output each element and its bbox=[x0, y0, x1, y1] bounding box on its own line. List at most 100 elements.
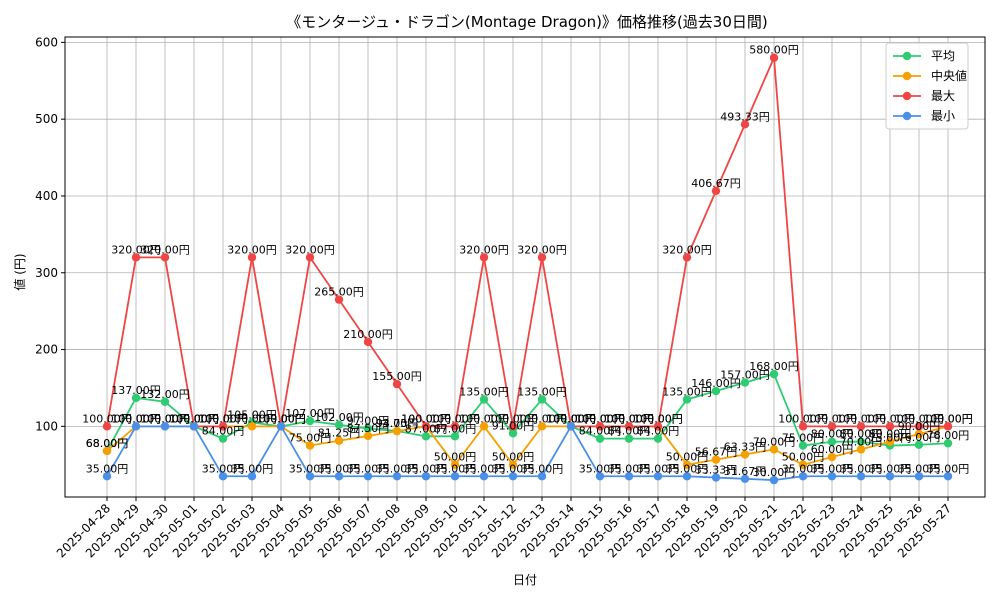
data-point bbox=[624, 434, 634, 443]
data-label: 35.00円 bbox=[231, 462, 274, 475]
data-label: 102.00円 bbox=[314, 411, 364, 424]
data-point bbox=[653, 422, 663, 431]
y-tick-label: 500 bbox=[35, 112, 58, 126]
legend-marker bbox=[902, 71, 912, 81]
data-label: 100.00円 bbox=[546, 412, 596, 425]
data-point bbox=[508, 472, 518, 481]
data-label: 105.00円 bbox=[227, 409, 277, 422]
data-label: 80.00円 bbox=[811, 428, 854, 441]
data-label: 80.00円 bbox=[840, 428, 883, 441]
data-point bbox=[711, 386, 721, 396]
data-point bbox=[537, 253, 547, 262]
data-label: 100.00円 bbox=[256, 412, 306, 425]
data-label: 100.00円 bbox=[633, 412, 683, 425]
data-label: 146.00円 bbox=[691, 377, 741, 390]
data-point bbox=[595, 422, 605, 431]
legend-label: 平均 bbox=[931, 49, 955, 63]
data-point bbox=[856, 422, 866, 431]
data-label: 35.00円 bbox=[579, 462, 622, 475]
data-point bbox=[334, 472, 344, 481]
data-label: 100.00円 bbox=[82, 412, 132, 425]
x-axis-label: 日付 bbox=[513, 573, 537, 587]
data-point bbox=[450, 460, 460, 469]
data-label: 35.00円 bbox=[492, 462, 535, 475]
data-label: 84.00円 bbox=[608, 425, 651, 438]
data-point bbox=[653, 472, 663, 481]
data-label: 80.00円 bbox=[869, 428, 912, 441]
data-point bbox=[479, 472, 489, 481]
data-point bbox=[508, 460, 518, 469]
data-label: 100.00円 bbox=[198, 412, 248, 425]
data-label: 35.00円 bbox=[666, 462, 709, 475]
data-label: 100.00円 bbox=[807, 412, 857, 425]
data-point bbox=[798, 422, 808, 431]
data-label: 30.00円 bbox=[753, 466, 796, 479]
data-point bbox=[160, 397, 170, 406]
data-point bbox=[247, 253, 257, 262]
data-point bbox=[131, 422, 141, 431]
data-label: 155.00円 bbox=[372, 370, 422, 383]
data-point bbox=[218, 434, 228, 443]
data-label: 76.00円 bbox=[898, 431, 941, 444]
data-label: 100.00円 bbox=[575, 412, 625, 425]
data-label: 35.00円 bbox=[347, 462, 390, 475]
data-label: 78.00円 bbox=[927, 429, 970, 442]
data-label: 50.00円 bbox=[666, 451, 709, 464]
data-label: 50.00円 bbox=[782, 451, 825, 464]
data-label: 81.25円 bbox=[318, 427, 361, 440]
legend-frame bbox=[885, 42, 969, 130]
data-label: 100.00円 bbox=[256, 412, 306, 425]
data-label: 100.00円 bbox=[169, 412, 219, 425]
data-point bbox=[218, 422, 228, 431]
legend-marker bbox=[902, 91, 912, 101]
data-label: 100.00円 bbox=[140, 412, 190, 425]
data-label: 100.00円 bbox=[140, 412, 190, 425]
data-label: 157.00円 bbox=[720, 369, 770, 382]
y-axis-label: 値 (円) bbox=[12, 253, 27, 290]
data-point bbox=[682, 472, 692, 481]
data-label: 75.00円 bbox=[289, 432, 332, 445]
data-label: 100.00円 bbox=[923, 412, 973, 425]
data-label: 320.00円 bbox=[662, 243, 712, 256]
data-point bbox=[798, 472, 808, 481]
data-label: 100.00円 bbox=[546, 412, 596, 425]
data-point bbox=[711, 455, 721, 464]
data-point bbox=[624, 472, 634, 481]
data-label: 35.00円 bbox=[811, 462, 854, 475]
data-point bbox=[537, 422, 547, 431]
data-point bbox=[653, 434, 663, 443]
data-point bbox=[479, 395, 489, 404]
data-point bbox=[885, 422, 895, 431]
data-point bbox=[798, 460, 808, 469]
data-point bbox=[827, 452, 837, 462]
data-label: 35.00円 bbox=[202, 462, 245, 475]
data-point bbox=[740, 474, 750, 484]
data-point bbox=[131, 393, 141, 403]
data-point bbox=[247, 472, 257, 481]
data-point bbox=[160, 422, 170, 431]
data-point bbox=[305, 441, 315, 450]
data-label: 97.00円 bbox=[347, 415, 390, 428]
data-point bbox=[595, 434, 605, 443]
data-point bbox=[421, 432, 431, 441]
data-label: 100.00円 bbox=[256, 412, 306, 425]
data-label: 93.75円 bbox=[376, 417, 419, 430]
data-point bbox=[624, 422, 634, 431]
data-point bbox=[914, 429, 924, 439]
data-point bbox=[769, 369, 779, 379]
series-line bbox=[106, 373, 949, 452]
data-point bbox=[943, 472, 953, 481]
series-line bbox=[106, 425, 948, 482]
data-label: 87.00円 bbox=[434, 422, 477, 435]
data-label: 75.00円 bbox=[869, 432, 912, 445]
y-tick-label: 300 bbox=[35, 266, 58, 280]
data-point bbox=[769, 53, 779, 62]
data-point bbox=[682, 460, 692, 469]
data-label: 100.00円 bbox=[633, 412, 683, 425]
data-point bbox=[363, 472, 373, 481]
data-point bbox=[508, 422, 518, 431]
data-point bbox=[102, 472, 112, 481]
data-label: 50.00円 bbox=[434, 451, 477, 464]
data-label: 100.00円 bbox=[256, 412, 306, 425]
data-point bbox=[392, 379, 402, 389]
